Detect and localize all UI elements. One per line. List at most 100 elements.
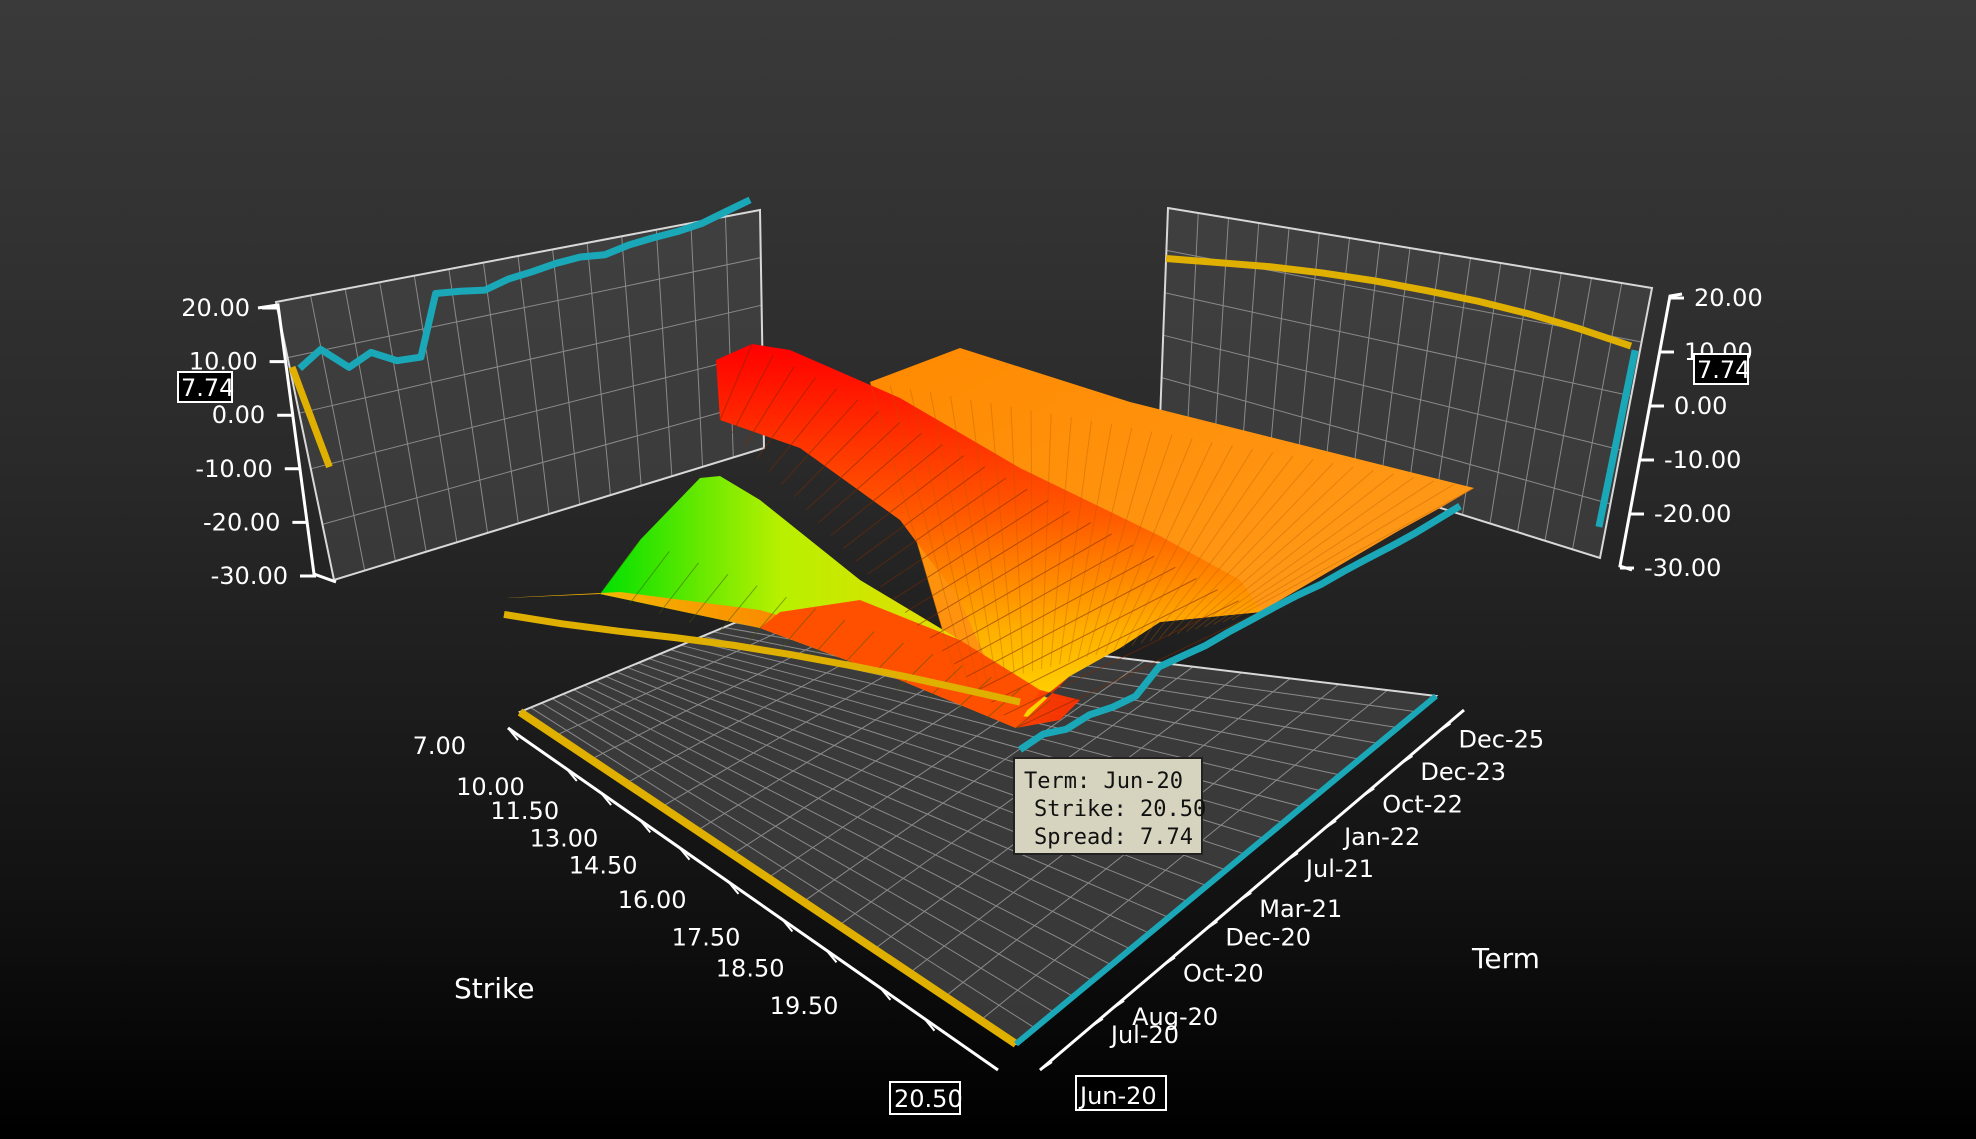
- strike-tick-label: 17.50: [672, 924, 741, 952]
- left-wall-gridline-v: [310, 295, 366, 571]
- strike-tick-mark: [507, 727, 519, 741]
- right-wall-gridline-h: [1163, 334, 1621, 451]
- floor-term-series: [1014, 693, 1438, 1047]
- left-wall-gridline-v: [621, 236, 642, 486]
- surface-mesh-line: [867, 477, 1007, 575]
- surface-mesh-line: [929, 392, 988, 684]
- surface-mesh-line: [1186, 469, 1374, 632]
- right-wall-gridline-h: [1164, 292, 1632, 397]
- left-wall-gridline-h: [299, 304, 762, 414]
- tooltip-strike: Strike: 20.50: [1034, 797, 1206, 822]
- right-spread-tick-label: -30.00: [1644, 554, 1721, 582]
- surface-mesh-line: [793, 410, 880, 498]
- term-tick-mark: [1162, 956, 1176, 967]
- surface-mesh-line: [744, 366, 795, 446]
- term-tick-mark: [1039, 1061, 1053, 1071]
- surface-mesh-line: [1095, 434, 1173, 656]
- surface-mesh-line: [954, 555, 1155, 665]
- term-tick-label: Jan-22: [1342, 823, 1420, 851]
- surface-mesh-line: [1168, 462, 1334, 637]
- surface-mesh-line: [629, 551, 670, 604]
- left-wall-background: [276, 210, 764, 580]
- right-value-label: 7.74: [1693, 353, 1750, 385]
- left-spread-tick-label: -30.00: [211, 562, 288, 590]
- left-wall-gridline-v: [517, 255, 550, 515]
- strike-tick-label: 7.00: [413, 732, 466, 760]
- term-value-label: Jun-20: [1075, 1075, 1167, 1111]
- term-axis-line: [1039, 708, 1465, 1072]
- term-tick-mark: [1111, 999, 1125, 1010]
- surface-mesh-line: [1068, 424, 1113, 663]
- surface-mesh-line: [659, 562, 699, 614]
- strike-tick-mark: [639, 819, 652, 833]
- surface-mesh-line: [768, 388, 838, 472]
- left-wall-gridline-v: [655, 229, 673, 477]
- right-wall-gridline-v: [1187, 212, 1199, 429]
- surface-mesh-line: [985, 688, 1022, 719]
- left-wall-gridline-h: [287, 257, 761, 359]
- strike-tick-mark: [879, 987, 892, 1001]
- term-tick-mark: [1361, 787, 1375, 798]
- term-value-label-box: [1075, 1075, 1167, 1111]
- strike-axis-title: Strike: [454, 972, 535, 1005]
- surface-red-wall[interactable]: [716, 344, 1262, 728]
- surface-mesh-line: [904, 511, 1070, 613]
- term-tick-label: Aug-20: [1132, 1003, 1218, 1031]
- right-spread-tick-label: 20.00: [1694, 284, 1763, 312]
- surface-mesh-line: [889, 385, 970, 688]
- floor-gridline-h: [555, 619, 805, 737]
- left-spread-tick-label: 20.00: [181, 294, 250, 322]
- hover-tooltip: Term: Jun-20 Strike: 20.50 Spread: 7.74: [1013, 757, 1206, 855]
- strike-tick-mark: [600, 792, 612, 806]
- term-value-label-text: Jun-20: [1078, 1082, 1157, 1110]
- strike-tick-mark: [727, 881, 740, 895]
- surface-mesh-line: [599, 539, 641, 595]
- surface-mesh-line: [978, 578, 1197, 690]
- strike-tick-label: 11.50: [490, 797, 559, 825]
- left-spread-axis-ticks: 20.00 10.00 0.00 -10.00 -20.00 -30.00: [181, 294, 316, 590]
- left-wall-gridline-v: [690, 223, 704, 467]
- right-wall-frame: [1158, 206, 1654, 560]
- term-tick-mark: [1204, 920, 1218, 931]
- surface-mesh-line: [843, 455, 964, 549]
- surface-mesh-line: [718, 585, 758, 633]
- term-tick-label: Jul-21: [1304, 855, 1374, 883]
- surface-mesh-line: [781, 399, 859, 485]
- floor-background: [520, 614, 1436, 1044]
- surface-mesh-line: [777, 608, 817, 652]
- term-tick-label: Oct-20: [1183, 960, 1264, 988]
- surface-mesh-line: [1177, 466, 1354, 635]
- left-wall-strike-series: [288, 365, 333, 469]
- strike-tick-mark: [566, 768, 578, 782]
- surface-mesh-line: [1113, 441, 1213, 651]
- surface-mesh-line: [1010, 406, 1024, 674]
- surface-mesh-line: [1158, 459, 1314, 639]
- surface-mesh-line: [1015, 699, 1051, 729]
- strike-tick-mark: [781, 918, 794, 933]
- surface-strike-edge-series: [503, 610, 1021, 706]
- surface-mesh-line: [731, 354, 774, 434]
- surface-mesh[interactable]: [504, 343, 1475, 729]
- surface-mesh-line: [818, 432, 922, 524]
- surface-mesh-line: [748, 596, 787, 643]
- surface-mesh-line: [892, 499, 1049, 601]
- right-spread-tick-label: -10.00: [1664, 446, 1741, 474]
- surface-mesh-line: [966, 566, 1176, 678]
- right-value-label-text: 7.74: [1697, 356, 1750, 384]
- left-spread-tick-label: -10.00: [195, 455, 272, 483]
- right-wall-gridline-v: [1544, 277, 1592, 541]
- term-tick-mark: [1238, 891, 1252, 902]
- right-value-label-box: [1693, 353, 1749, 385]
- left-value-label: 7.74: [177, 371, 234, 403]
- right-wall-gridline-h: [1161, 377, 1611, 505]
- right-wall-strike-series: [1165, 254, 1633, 350]
- surface-mesh-line: [1050, 417, 1072, 667]
- surface-mesh-line: [917, 522, 1091, 626]
- left-spread-axis: 20.00 10.00 0.00 -10.00 -20.00 -30.00: [181, 294, 337, 590]
- right-wall-gridline-v: [1517, 272, 1562, 533]
- surface-mesh-line: [896, 653, 934, 691]
